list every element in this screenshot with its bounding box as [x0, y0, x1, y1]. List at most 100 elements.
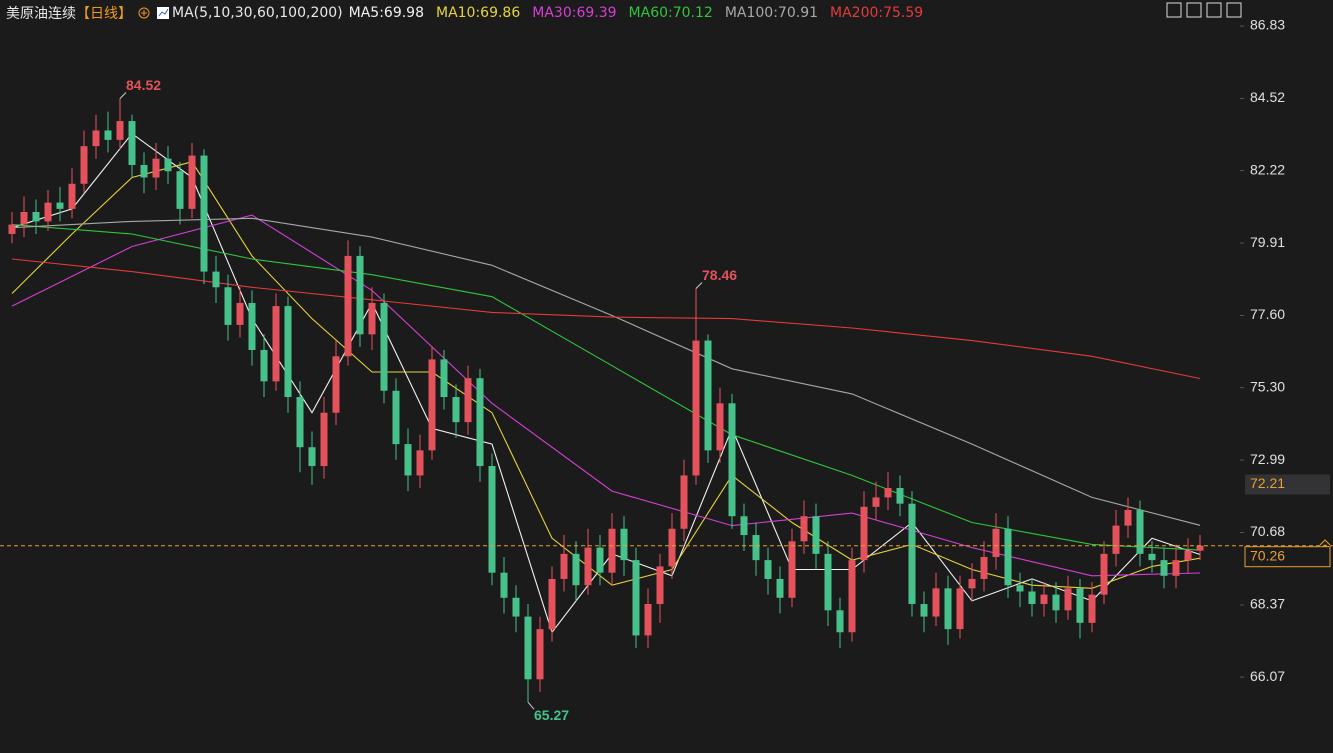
period-label[interactable]: 【日线】	[76, 6, 132, 22]
candle-body	[752, 535, 760, 561]
candle-body	[1136, 509, 1144, 554]
candle-body	[500, 572, 508, 598]
ma-line	[11, 224, 1201, 551]
candle-body	[944, 588, 952, 630]
y-tick-label: 77.60	[1250, 306, 1285, 322]
layout-icon[interactable]	[1206, 2, 1222, 18]
candle-body	[1088, 594, 1096, 623]
candle-body	[776, 578, 784, 598]
candle-body	[692, 340, 700, 476]
candle-body	[1172, 560, 1180, 576]
candle-body	[428, 359, 436, 451]
candle-body	[44, 202, 52, 222]
candle-body	[248, 302, 256, 350]
ma-line	[11, 161, 1201, 589]
candle-body	[848, 560, 856, 633]
extreme-pointer	[695, 282, 703, 289]
candle-body	[284, 306, 292, 398]
y-tick-label: 75.30	[1250, 378, 1285, 394]
candle-body	[512, 597, 520, 617]
candle-body	[1124, 509, 1132, 526]
candle-body	[1160, 560, 1168, 576]
extreme-label: 84.52	[126, 77, 161, 93]
candle-body	[164, 158, 172, 172]
candle-body	[176, 171, 184, 209]
indicator-icon[interactable]	[156, 6, 170, 20]
candle-body	[680, 475, 688, 529]
candle-body	[344, 255, 352, 357]
candle-body	[1184, 550, 1192, 561]
candle-body	[188, 155, 196, 209]
layout-icon[interactable]	[1226, 2, 1242, 18]
ma-line	[11, 214, 1201, 577]
layout-icon[interactable]	[1186, 2, 1202, 18]
price-box	[1244, 546, 1331, 568]
candle-body	[584, 547, 592, 586]
candle-body	[476, 378, 484, 467]
candle-body	[116, 121, 124, 140]
candle-body	[536, 629, 544, 680]
candle-body	[320, 412, 328, 467]
legend-entry: MA5:69.98	[348, 5, 424, 21]
candle-body	[224, 287, 232, 325]
candle-body	[716, 403, 724, 451]
candle-body	[32, 212, 40, 222]
candle-body	[332, 356, 340, 413]
candle-body	[1052, 594, 1060, 611]
candle-body	[860, 506, 868, 561]
y-tick-label: 72.99	[1250, 451, 1285, 467]
candle-body	[368, 302, 376, 335]
candle-body	[272, 306, 280, 382]
layout-icon[interactable]	[1166, 2, 1182, 18]
candle-body	[572, 553, 580, 586]
y-tick-label: 86.83	[1250, 17, 1285, 33]
ma-label: MA(5,10,30,60,100,200)	[172, 5, 343, 21]
candle-body	[812, 516, 820, 554]
crosshair-box	[1245, 474, 1330, 495]
candle-body	[704, 340, 712, 451]
candle-body	[620, 528, 628, 561]
candle-body	[296, 397, 304, 448]
candle-body	[56, 202, 64, 209]
add-icon[interactable]	[138, 7, 150, 19]
candle-body	[1196, 545, 1204, 551]
candle-body	[1112, 525, 1120, 554]
candle-body	[80, 146, 88, 184]
candle-body	[836, 610, 844, 633]
candle-body	[968, 578, 976, 589]
candle-body	[8, 224, 16, 234]
candle-body	[908, 503, 916, 605]
legend-entry: MA10:69.86	[435, 5, 521, 21]
extreme-label: 65.27	[534, 707, 569, 723]
candle-body	[440, 359, 448, 398]
candle-body	[20, 212, 28, 225]
candle-body	[1100, 553, 1108, 595]
candle-body	[260, 349, 268, 382]
candle-body	[548, 578, 556, 630]
candle-body	[1004, 528, 1012, 586]
candle-body	[800, 516, 808, 542]
legend-entry: MA100:70.91	[724, 5, 819, 21]
candle-body	[380, 302, 388, 391]
y-tick-label: 84.52	[1250, 89, 1285, 105]
candle-body	[608, 528, 616, 573]
candle-body	[140, 164, 148, 178]
candle-body	[236, 302, 244, 325]
candle-body	[920, 604, 928, 617]
header: 美原油连续 【日线】 MA(5,10,30,60,100,200) MA5:69…	[6, 3, 923, 23]
candle-body	[980, 556, 988, 579]
candle-body	[932, 588, 940, 617]
y-tick-label: 70.68	[1250, 523, 1285, 539]
extreme-pointer	[119, 92, 127, 99]
y-tick-label: 66.07	[1250, 668, 1285, 684]
candle-body	[152, 158, 160, 178]
y-tick-label: 79.91	[1250, 234, 1285, 250]
candle-body	[452, 397, 460, 423]
ma-line	[11, 258, 1201, 380]
legend-entry: MA30:69.39	[532, 5, 617, 21]
candle-body	[128, 121, 136, 165]
candle-body	[392, 390, 400, 445]
candle-body	[644, 604, 652, 636]
